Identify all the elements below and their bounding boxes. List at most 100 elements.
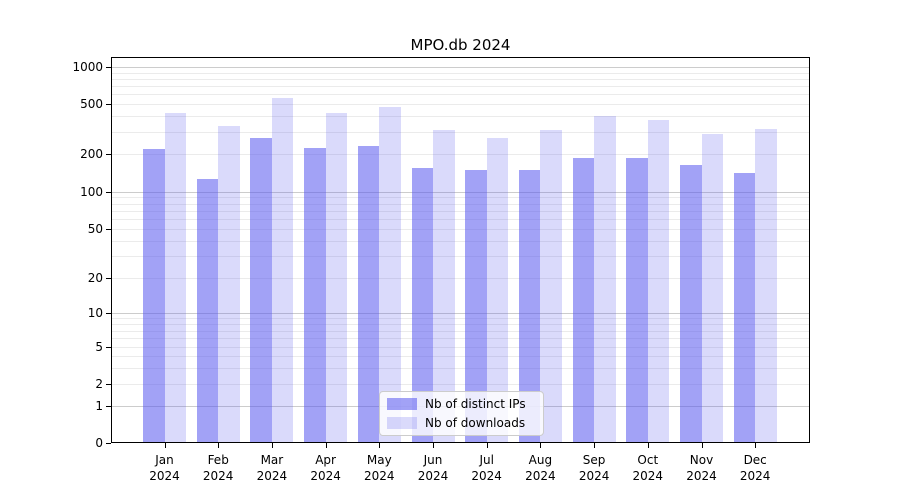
bar-oct-nb-of-distinct-ips [626, 158, 648, 443]
legend-swatch-downloads [387, 416, 417, 429]
y-tick-label: 2 [95, 377, 103, 392]
x-tick-mark [379, 443, 381, 448]
gridline-minor [111, 115, 810, 117]
gridline-major [111, 67, 810, 68]
y-tick-mark [106, 347, 111, 349]
bar-aug-nb-of-downloads [540, 129, 562, 443]
gridline-minor [111, 330, 810, 332]
bar-feb-nb-of-downloads [218, 126, 240, 443]
bar-dec-nb-of-downloads [755, 128, 777, 443]
gridline-minor [111, 324, 810, 326]
bar-mar-nb-of-distinct-ips [250, 138, 272, 443]
bar-jan-nb-of-downloads [164, 113, 186, 443]
gridline-minor [111, 85, 810, 87]
gridline-minor [111, 384, 810, 386]
gridline-minor [111, 210, 810, 212]
gridline-minor [111, 356, 810, 358]
bar-aug-nb-of-distinct-ips [518, 169, 541, 443]
bar-apr-nb-of-downloads [325, 113, 348, 443]
y-tick-label: 20 [87, 271, 103, 285]
x-tick-label-jun: Jun 2024 [417, 453, 449, 483]
y-tick-mark [106, 154, 111, 155]
bar-jul-nb-of-distinct-ips [465, 170, 487, 443]
y-tick-mark [106, 229, 111, 230]
y-tick-label: 200 [80, 147, 103, 161]
gridline-minor [111, 318, 810, 320]
gridline-minor [111, 93, 810, 95]
bar-dec-nb-of-distinct-ips [733, 172, 756, 443]
gridline-minor [111, 347, 810, 349]
x-tick-mark [218, 443, 220, 448]
x-tick-label-may: May 2024 [364, 453, 395, 483]
x-tick-mark [647, 443, 649, 448]
y-tick-label: 50 [87, 222, 103, 236]
y-tick-mark [106, 191, 111, 193]
bar-mar-nb-of-downloads [271, 97, 294, 443]
x-tick-label-oct: Oct 2024 [632, 453, 664, 483]
bar-jul-nb-of-downloads [486, 138, 509, 443]
gridline-minor [111, 367, 810, 369]
y-tick-mark [106, 67, 111, 68]
x-tick-mark [433, 443, 434, 448]
y-tick-label: 1000 [72, 60, 103, 74]
x-tick-mark [594, 443, 596, 448]
x-tick-label-jan: Jan 2024 [149, 453, 180, 483]
gridline-minor [111, 278, 810, 279]
y-tick-mark [106, 406, 111, 408]
y-tick-mark [106, 384, 111, 386]
gridline-minor [111, 103, 810, 105]
bar-oct-nb-of-downloads [647, 120, 670, 443]
legend-label-distinct-ips: Nb of distinct IPs [425, 397, 526, 412]
x-tick-label-apr: Apr 2024 [310, 453, 341, 483]
plot-area [111, 57, 810, 443]
bar-sep-nb-of-distinct-ips [572, 158, 595, 443]
legend-label-downloads: Nb of downloads [425, 415, 526, 430]
y-tick-label: 100 [80, 184, 103, 199]
x-tick-mark [271, 443, 273, 448]
y-tick-label: 500 [80, 96, 103, 111]
gridline-minor [111, 131, 810, 133]
legend-swatch-distinct-ips [387, 398, 417, 411]
gridline-minor [111, 154, 810, 155]
chart-title: MPO.db 2024 [410, 36, 511, 54]
x-tick-label-sep: Sep 2024 [578, 453, 610, 483]
y-tick-label: 0 [95, 436, 103, 450]
x-tick-mark [164, 443, 166, 448]
gridline-minor [111, 78, 810, 80]
gridline-minor [111, 256, 810, 258]
x-tick-label-feb: Feb 2024 [202, 453, 234, 483]
gridline-minor [111, 197, 810, 199]
gridline-major [111, 191, 810, 193]
legend: Nb of distinct IPs Nb of downloads [379, 391, 544, 436]
bar-feb-nb-of-distinct-ips [196, 179, 219, 443]
legend-item-downloads: Nb of downloads [387, 415, 536, 431]
gridline-minor [111, 219, 810, 221]
x-tick-mark [486, 443, 488, 448]
y-tick-label: 1 [95, 399, 103, 414]
y-tick-label: 10 [87, 306, 103, 321]
bar-jun-nb-of-distinct-ips [411, 167, 433, 443]
y-tick-mark [106, 313, 111, 315]
x-tick-mark [325, 443, 327, 448]
bar-nov-nb-of-distinct-ips [680, 165, 702, 443]
gridline-minor [111, 338, 810, 340]
x-tick-label-mar: Mar 2024 [256, 453, 288, 483]
y-tick-mark [106, 103, 111, 105]
y-tick-mark [106, 443, 111, 444]
bar-jun-nb-of-downloads [433, 129, 455, 443]
x-tick-mark [701, 443, 703, 448]
x-tick-label-dec: Dec 2024 [739, 453, 771, 483]
gridline-minor [111, 72, 810, 74]
gridline-minor [111, 203, 810, 205]
bar-may-nb-of-downloads [379, 106, 401, 443]
bar-nov-nb-of-downloads [701, 134, 723, 443]
x-tick-label-nov: Nov 2024 [686, 453, 717, 483]
bar-may-nb-of-distinct-ips [357, 146, 380, 443]
gridline-minor [111, 229, 810, 230]
x-tick-mark [755, 443, 757, 448]
bar-apr-nb-of-distinct-ips [304, 147, 326, 443]
legend-item-distinct-ips: Nb of distinct IPs [387, 396, 536, 412]
x-tick-label-jul: Jul 2024 [471, 453, 502, 483]
gridline-major [111, 313, 810, 315]
